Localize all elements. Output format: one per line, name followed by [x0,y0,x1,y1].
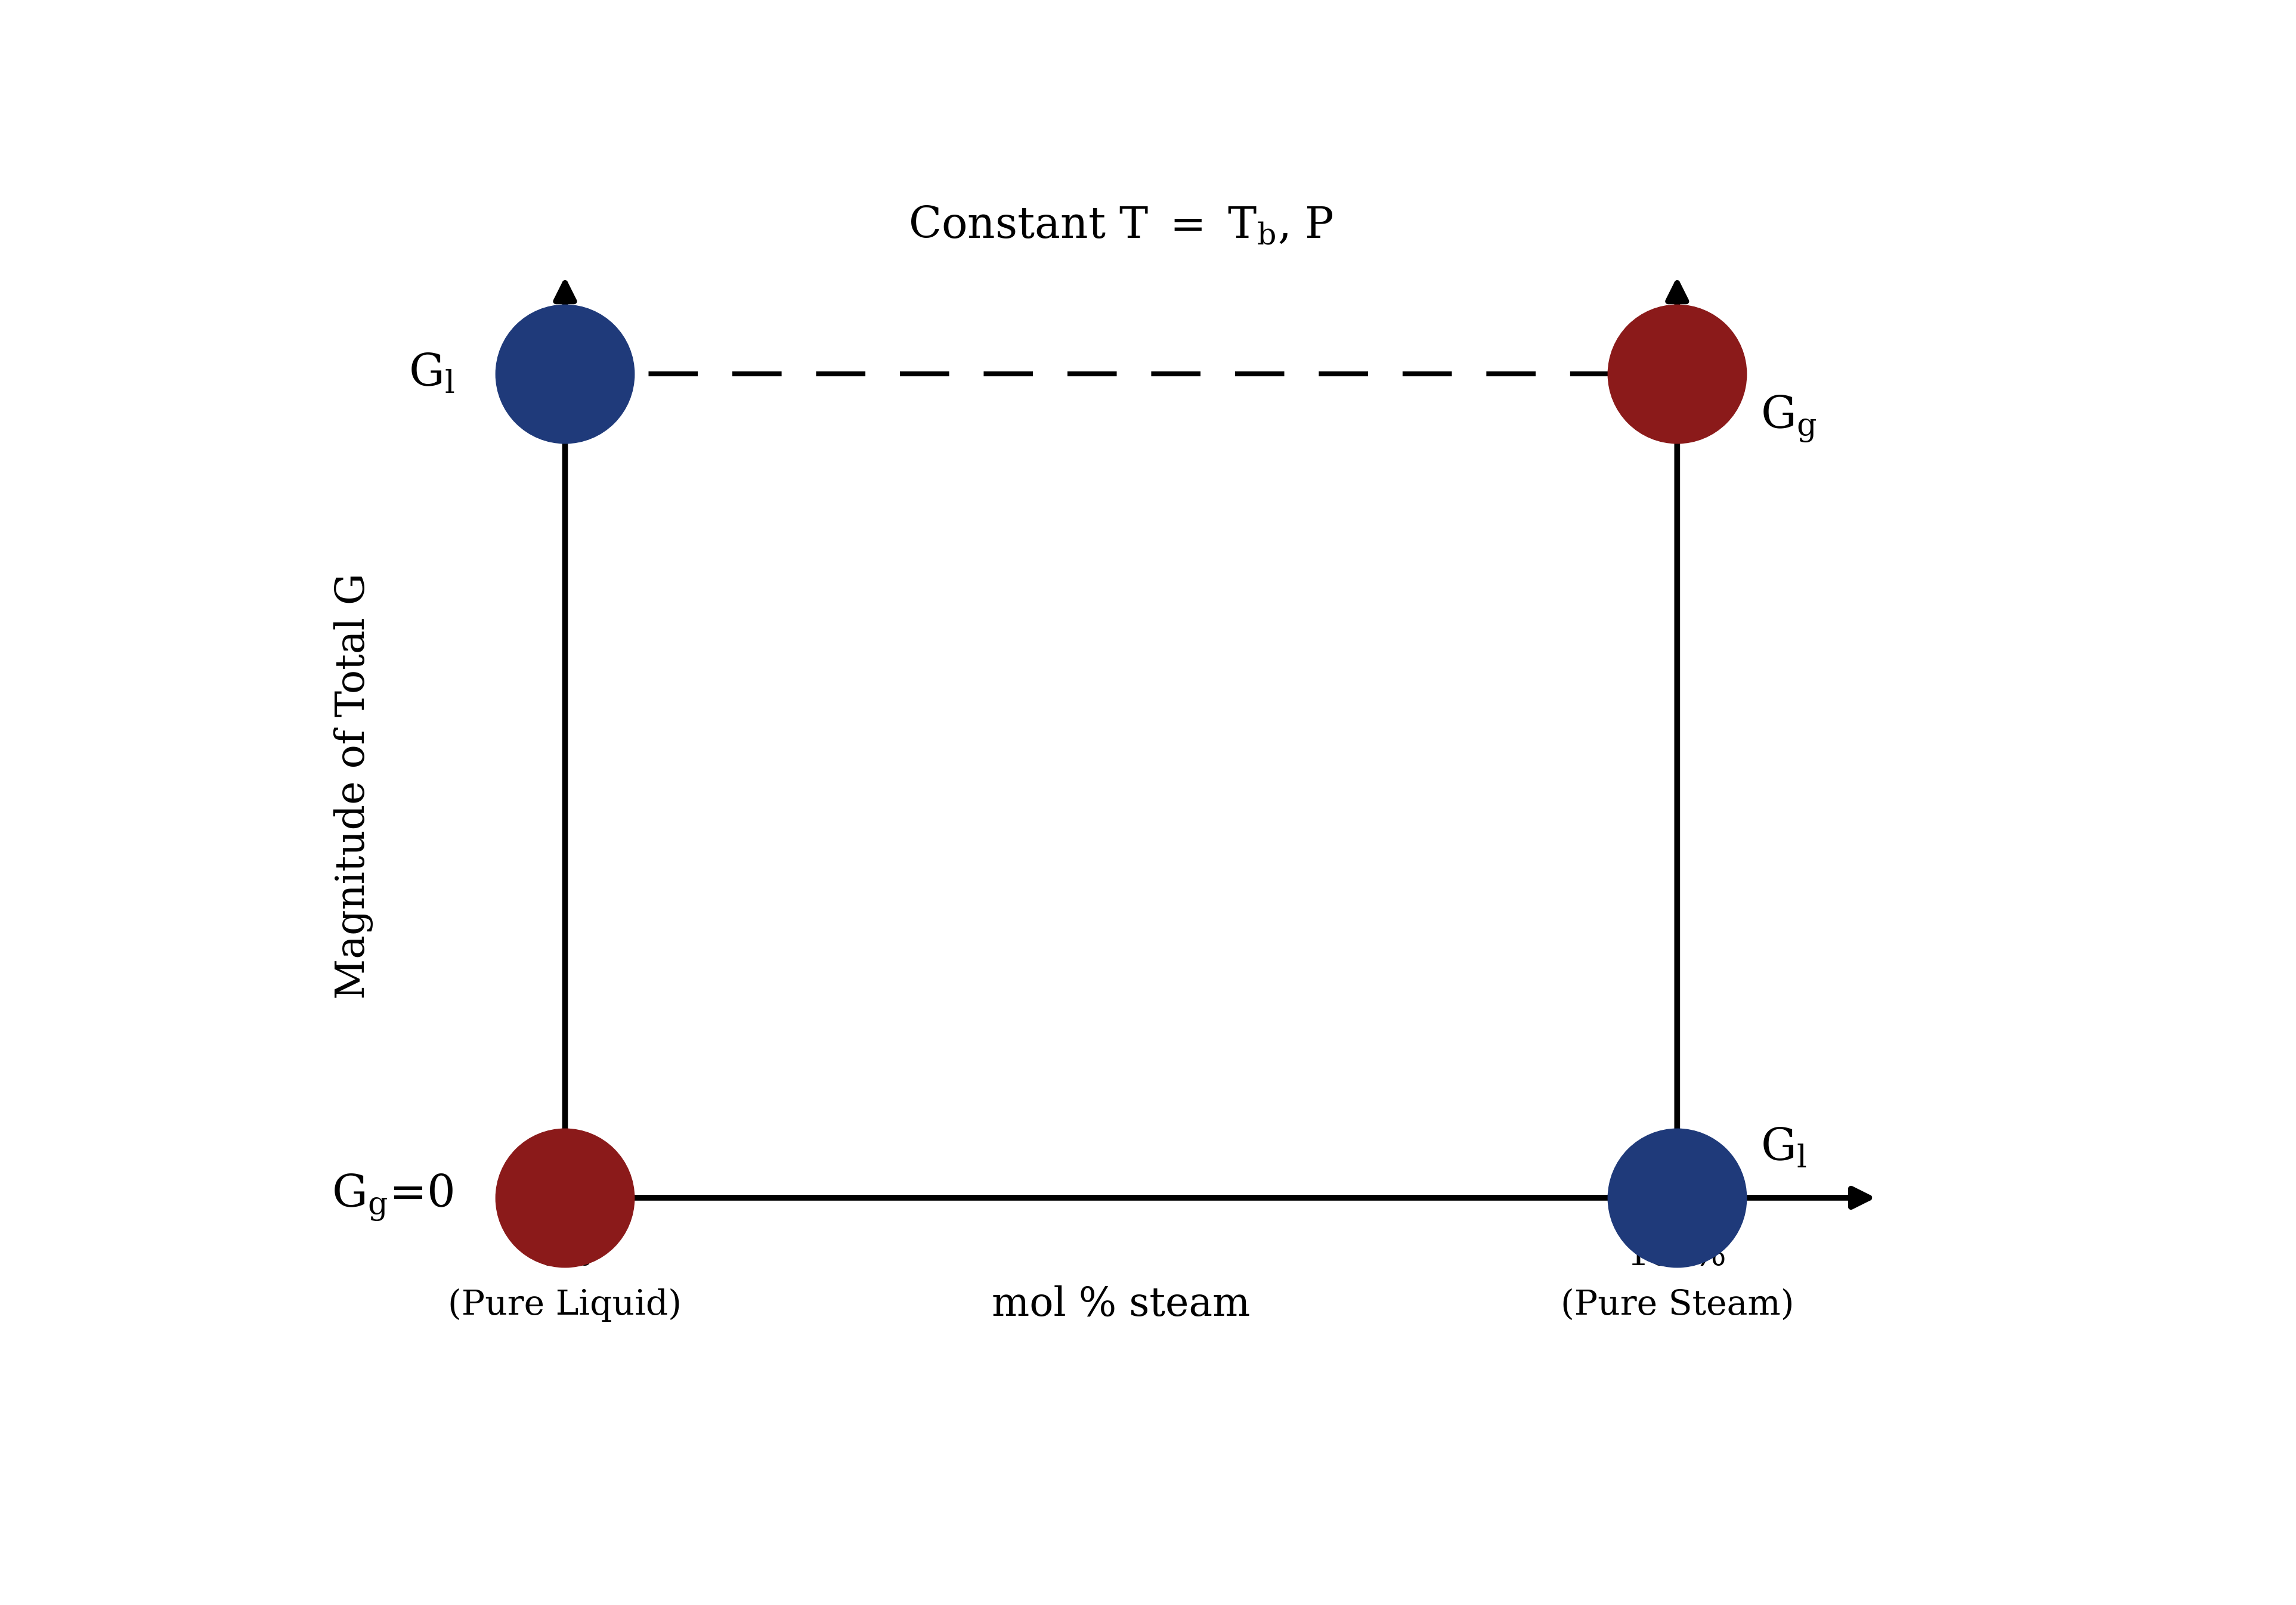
Text: G$_\mathregular{g}$: G$_\mathregular{g}$ [1761,393,1816,445]
Text: G$_\mathregular{g}$=0: G$_\mathregular{g}$=0 [333,1173,452,1223]
Point [1658,1184,1694,1210]
Text: 0%: 0% [537,1239,592,1273]
Text: Magnitude of Total G: Magnitude of Total G [333,573,374,998]
Text: 100%: 100% [1628,1239,1727,1273]
Text: (Pure Steam): (Pure Steam) [1561,1289,1793,1321]
Text: G$_\mathregular{l}$: G$_\mathregular{l}$ [409,351,455,395]
Text: G$_\mathregular{l}$: G$_\mathregular{l}$ [1761,1127,1807,1170]
Point [546,1184,583,1210]
Point [546,361,583,387]
Text: mol % steam: mol % steam [992,1286,1251,1324]
Text: Constant T $=$ T$_\mathregular{b}$, P: Constant T $=$ T$_\mathregular{b}$, P [909,204,1334,247]
Point [1658,361,1694,387]
Text: (Pure Liquid): (Pure Liquid) [448,1289,682,1321]
